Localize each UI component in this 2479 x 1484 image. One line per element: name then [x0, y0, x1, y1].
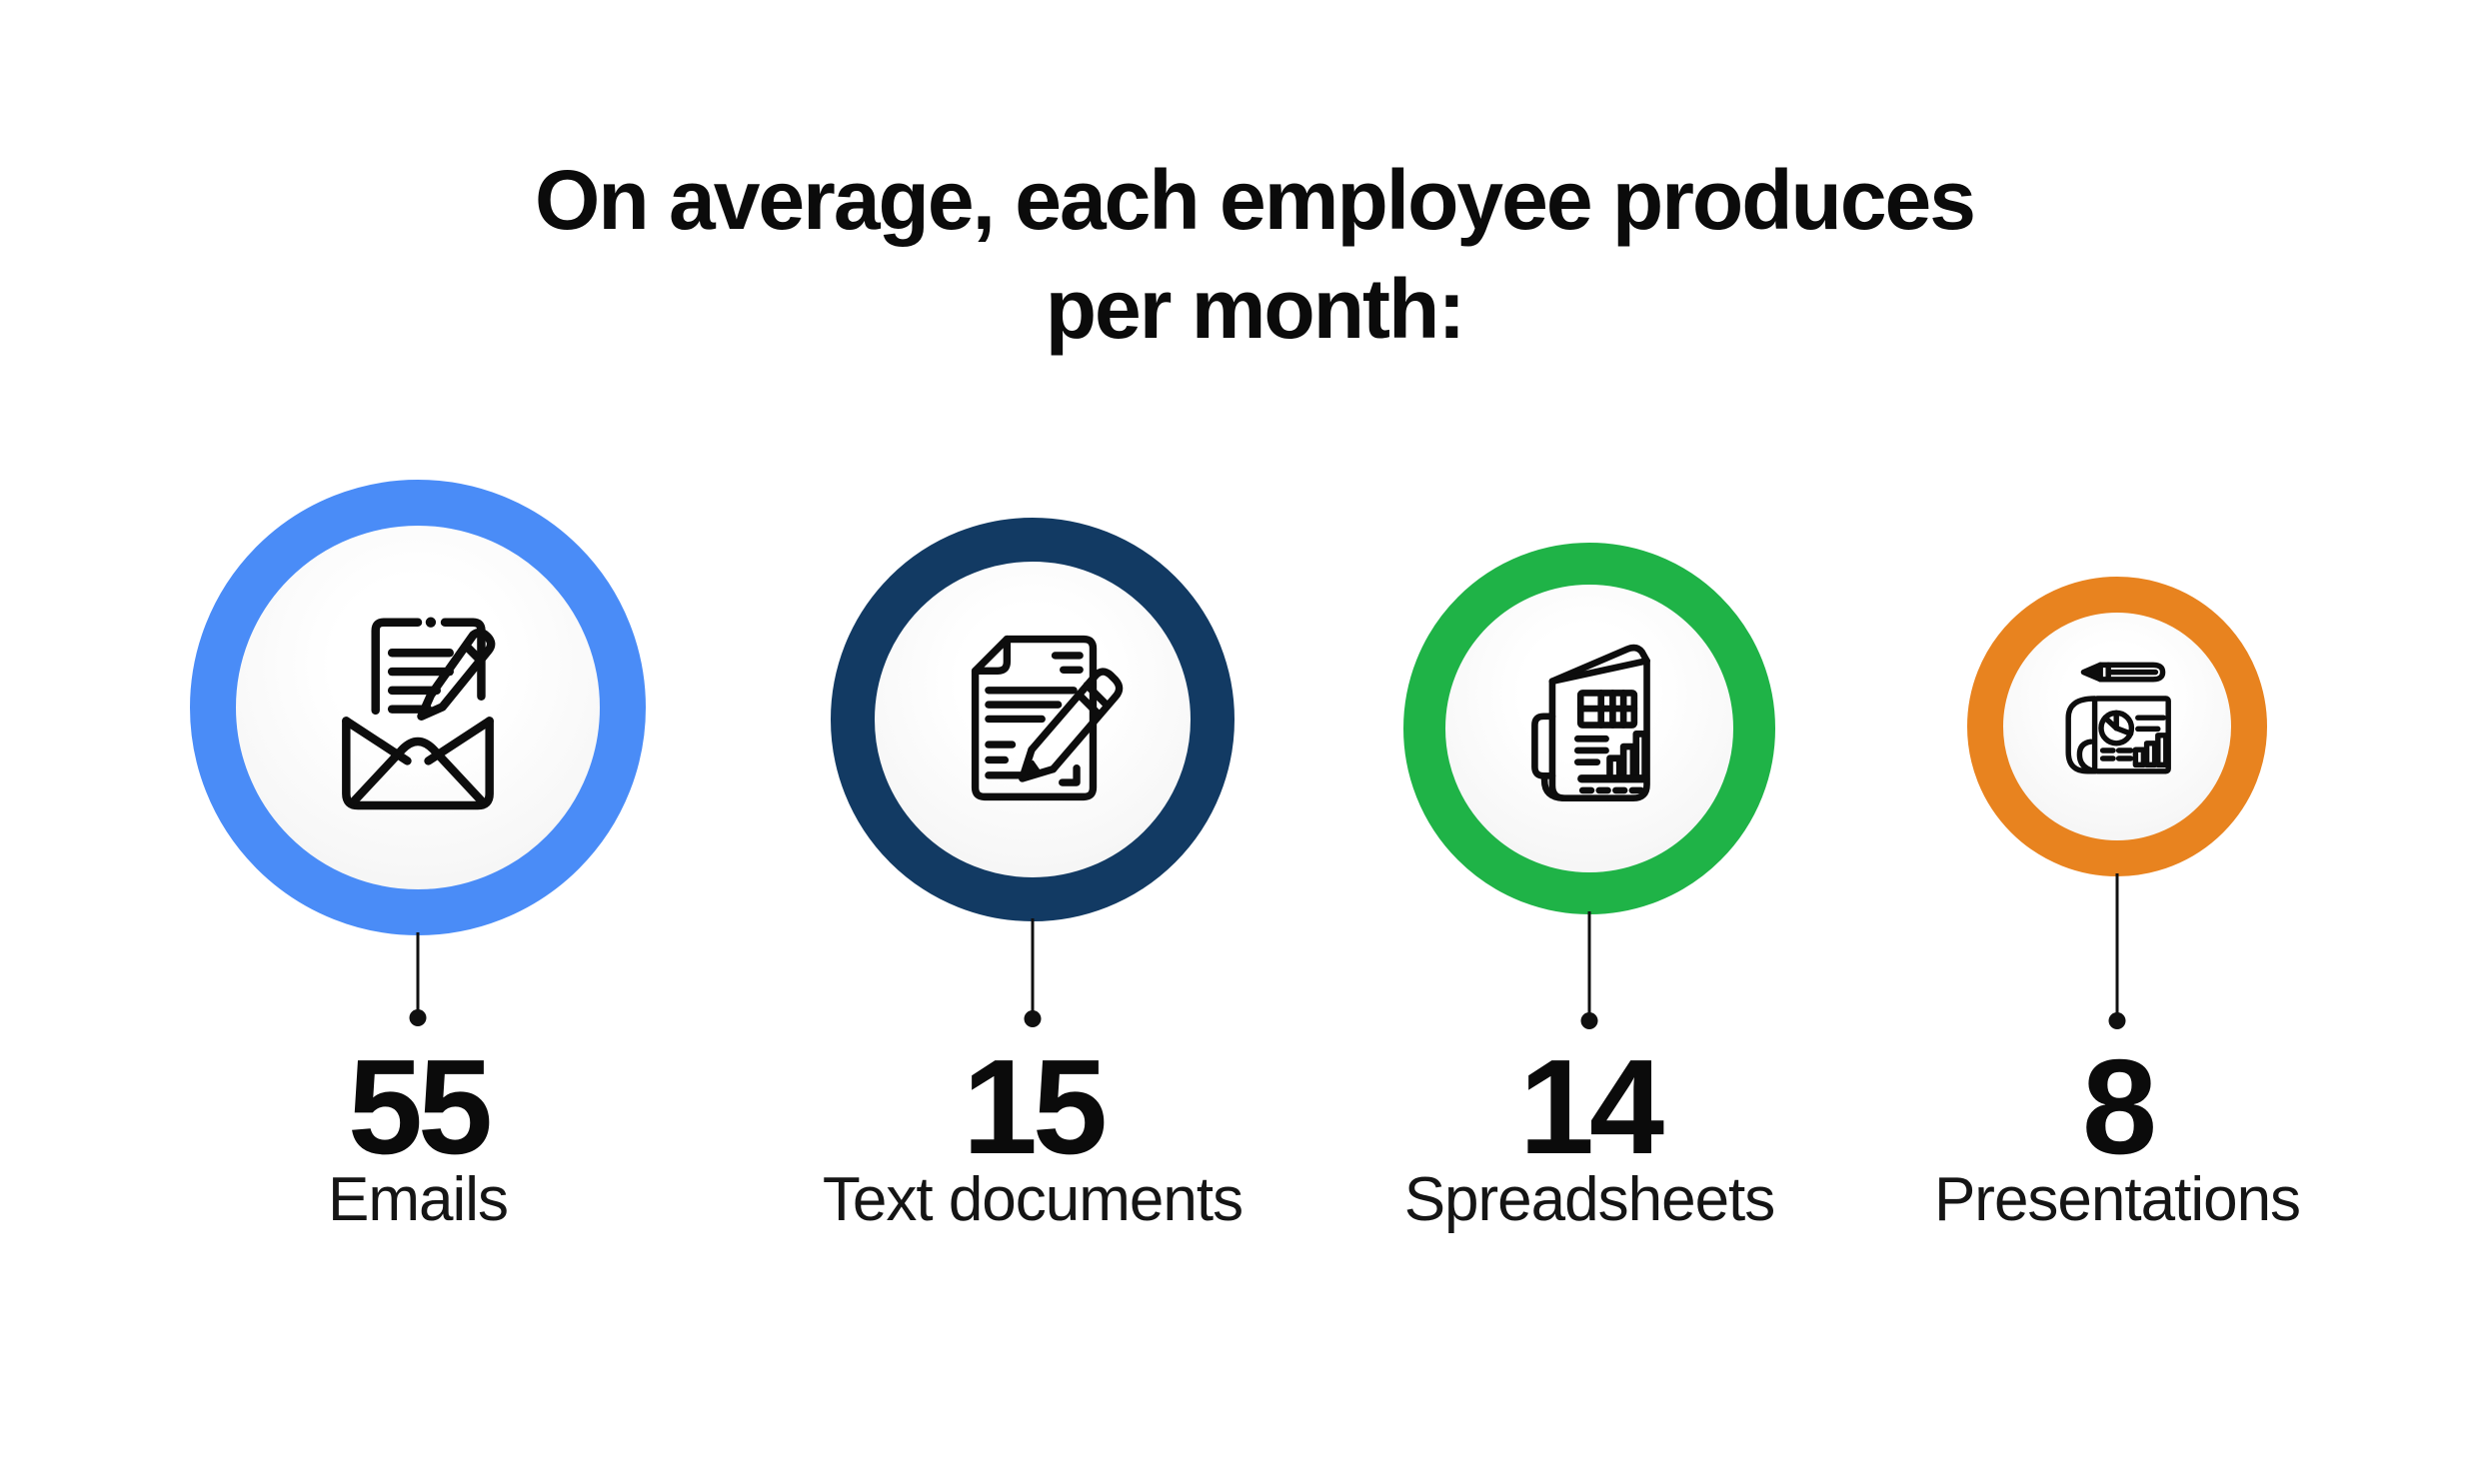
stat-label: Presentations [1933, 1165, 2301, 1234]
presentation-flipchart-icon [2037, 647, 2197, 806]
connector-line [416, 932, 420, 1010]
stat-label: Emails [327, 1165, 509, 1234]
connector-line [2115, 873, 2119, 1013]
stat-value: 14 [1518, 1031, 1664, 1182]
stat-item-text-documents: 15 Text documents [783, 0, 1282, 1484]
connector-dot [1024, 1010, 1042, 1027]
connector-line [1031, 918, 1035, 1011]
stat-label: Spreadsheets [1403, 1165, 1776, 1234]
connector-dot [1580, 1012, 1598, 1029]
connector-line [1587, 911, 1591, 1013]
stat-label: Text documents [822, 1165, 1243, 1234]
text-document-pencil-icon [931, 618, 1136, 822]
email-envelope-pencil-icon [301, 591, 536, 825]
stat-value: 55 [347, 1031, 493, 1182]
connector-dot [2108, 1012, 2126, 1029]
stat-item-emails: 55 Emails [168, 0, 668, 1484]
stat-value: 15 [962, 1031, 1108, 1182]
infographic-title: On average, each employee produces per m… [15, 146, 2479, 364]
stat-value: 8 [2081, 1031, 2157, 1182]
presentations-ring [1967, 577, 2267, 876]
title-line-2: per month: [1045, 262, 1466, 357]
title-line-1: On average, each employee produces [535, 153, 1976, 247]
connector-dot [409, 1009, 427, 1026]
stat-item-presentations: 8 Presentations [1867, 0, 2367, 1484]
stat-item-spreadsheets: 14 Spreadsheets [1339, 0, 1839, 1484]
spreadsheet-report-icon [1492, 632, 1687, 826]
